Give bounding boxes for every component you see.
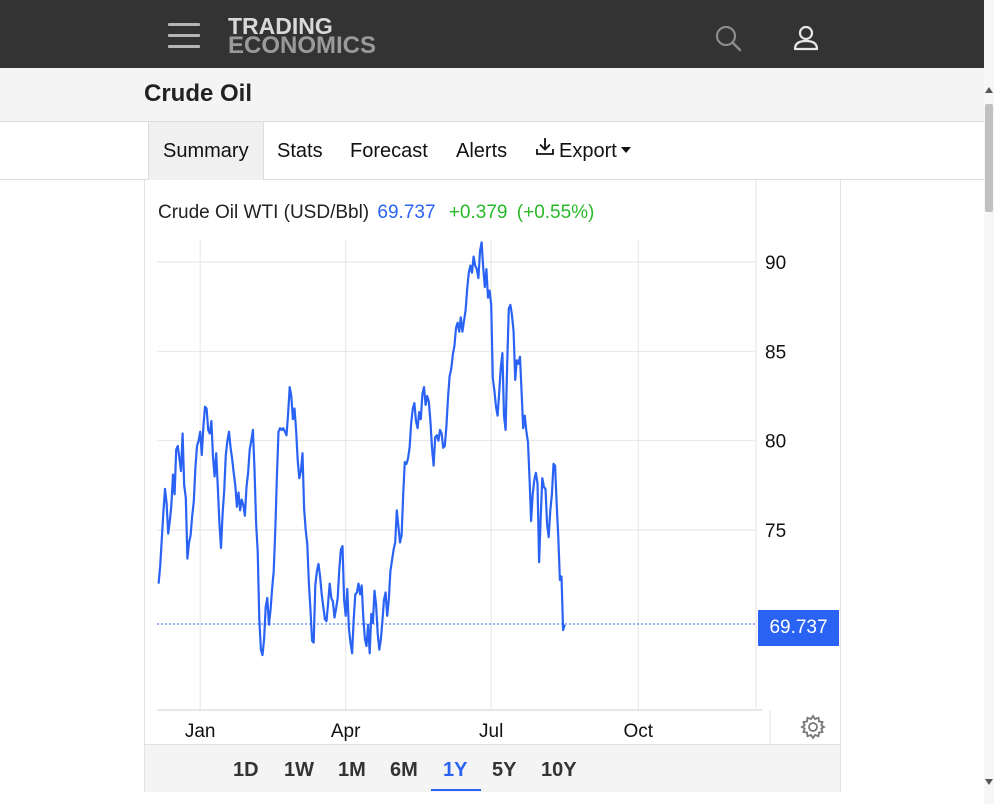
x-tick-label: Jul xyxy=(479,721,503,742)
x-tick-label: Jan xyxy=(185,721,216,742)
logo-line-2: ECONOMICS xyxy=(228,32,377,59)
period-10y[interactable]: 10Y xyxy=(541,759,577,781)
x-tick-label: Oct xyxy=(623,721,653,742)
scroll-up-arrow-icon[interactable] xyxy=(985,86,993,94)
page-title: Crude Oil xyxy=(144,80,253,107)
tab-forecast[interactable]: Forecast xyxy=(350,140,428,162)
tab-export-label: Export xyxy=(559,140,617,162)
hamburger-menu-icon[interactable] xyxy=(168,23,200,49)
chevron-down-icon xyxy=(620,147,631,154)
page-scrollbar[interactable] xyxy=(984,0,994,804)
current-price: 69.737 xyxy=(377,202,436,223)
price-series-line xyxy=(157,241,566,657)
period-5y[interactable]: 5Y xyxy=(492,759,517,781)
scrollbar-thumb[interactable] xyxy=(985,104,993,212)
tab-alerts[interactable]: Alerts xyxy=(456,140,508,162)
period-6m[interactable]: 6M xyxy=(390,759,418,781)
scroll-down-arrow-icon[interactable] xyxy=(985,778,993,786)
logo-line-1: TRADING xyxy=(228,13,333,39)
search-icon[interactable] xyxy=(714,24,744,54)
tab-stats[interactable]: Stats xyxy=(277,140,323,162)
gear-icon[interactable] xyxy=(800,714,826,740)
user-icon[interactable] xyxy=(791,24,821,54)
tab-bar: Summary Stats Forecast Alerts Export xyxy=(0,122,984,180)
period-1w[interactable]: 1W xyxy=(284,759,314,781)
page-title-bar: Crude Oil xyxy=(0,68,984,122)
period-1d[interactable]: 1D xyxy=(233,759,259,781)
download-icon xyxy=(535,121,555,179)
y-tick-label: 80 xyxy=(765,432,786,453)
period-1y[interactable]: 1Y xyxy=(443,759,468,781)
y-tick-label: 85 xyxy=(765,342,786,363)
current-price-tag: 69.737 xyxy=(758,610,839,646)
period-selector: 1D 1W 1M 6M 1Y 5Y 10Y xyxy=(145,744,840,792)
x-tick-label: Apr xyxy=(331,721,361,742)
price-change: +0.379 xyxy=(448,202,508,223)
active-period-indicator xyxy=(431,789,481,791)
period-1m[interactable]: 1M xyxy=(338,759,366,781)
instrument-name: Crude Oil WTI (USD/Bbl) xyxy=(158,202,370,223)
price-change-percent: (+0.55%) xyxy=(516,202,595,223)
chart-legend: Crude Oil WTI (USD/Bbl) 69.737 +0.379 (+… xyxy=(158,202,594,224)
tab-summary[interactable]: Summary xyxy=(148,122,264,180)
y-tick-label: 90 xyxy=(765,253,786,274)
top-navigation-bar: TRADING ECONOMICS xyxy=(0,0,984,68)
site-logo[interactable]: TRADING ECONOMICS xyxy=(228,13,377,59)
tab-export[interactable]: Export xyxy=(535,122,631,180)
y-tick-label: 75 xyxy=(765,521,786,542)
